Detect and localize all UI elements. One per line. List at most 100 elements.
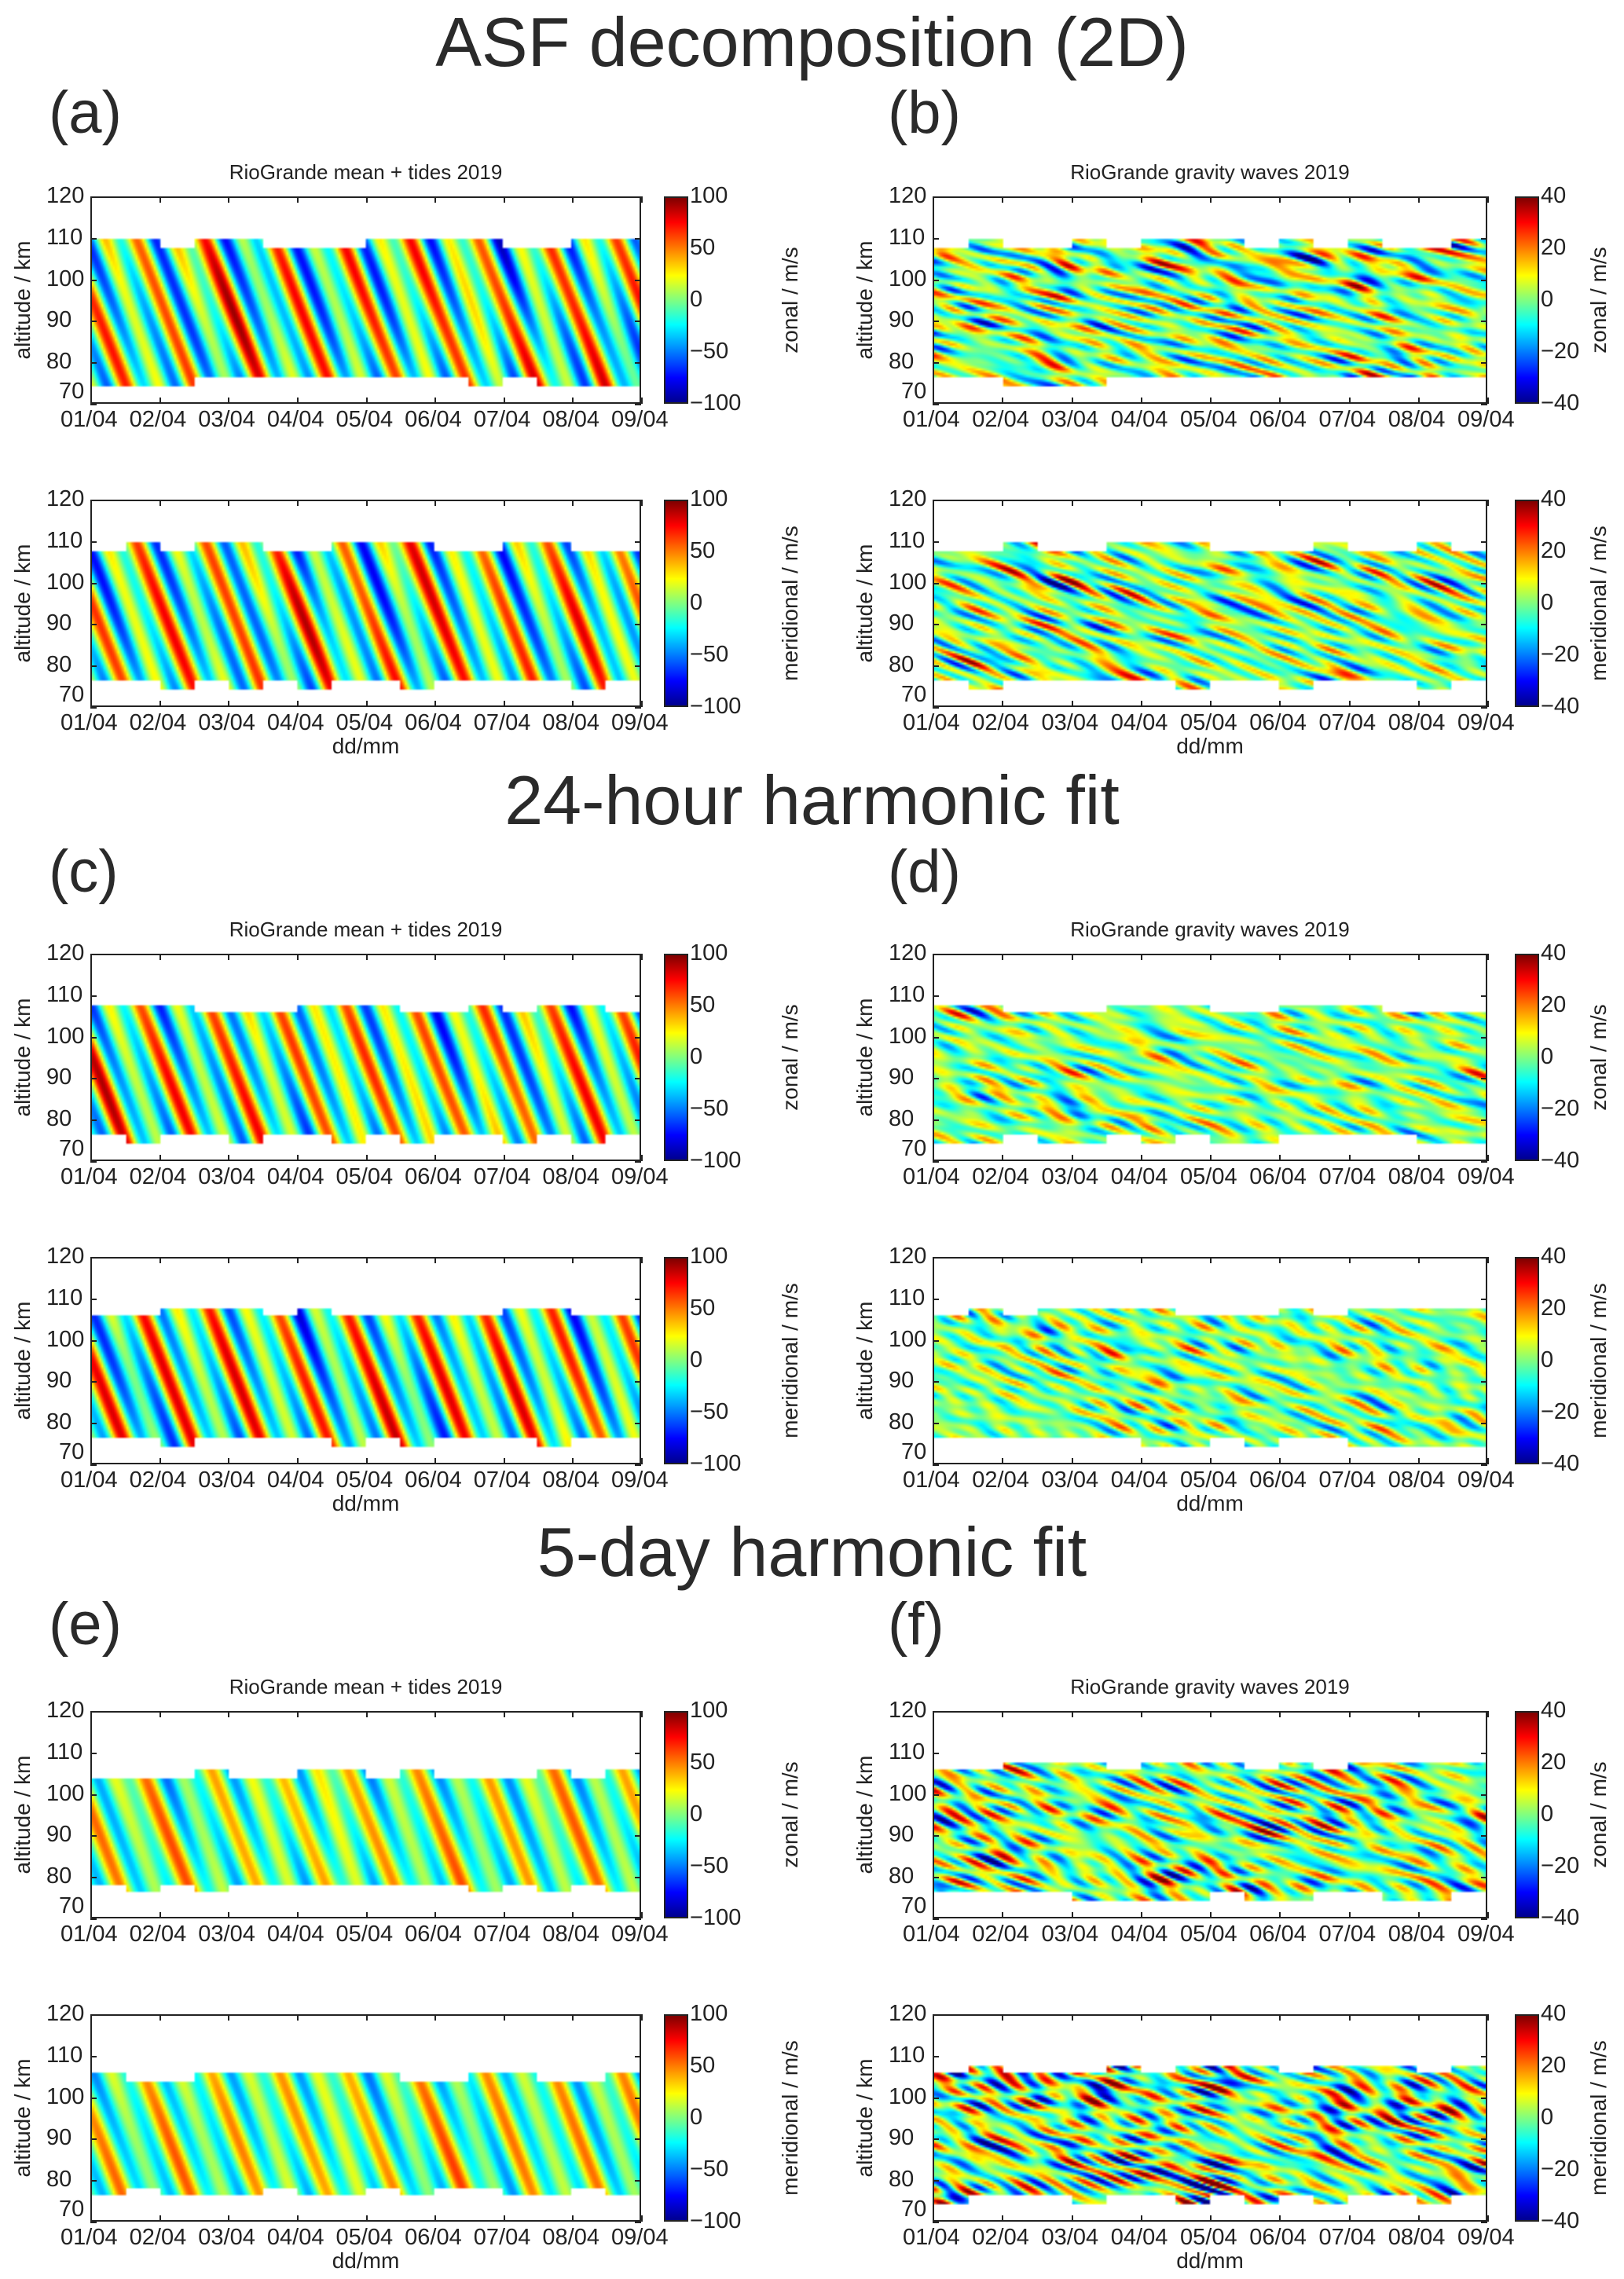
y-tick-label: 110 [889,527,926,553]
y-tick-label: 70 [901,2197,927,2222]
y-axis-label: altitude / km [852,1755,877,1874]
x-tick-mark [933,500,934,506]
panel-label: (c) [49,838,119,905]
x-tick-mark [159,1257,161,1263]
y-tick-mark [635,1257,641,1259]
x-tick-mark [159,954,161,960]
y-tick-label: 120 [889,1244,927,1269]
y-tick-mark [635,707,641,709]
y-tick-mark [90,1752,97,1754]
y-tick-mark [933,1078,939,1080]
x-tick-mark [503,1912,505,1918]
x-tick-mark [933,2014,934,2021]
x-tick-mark [90,196,92,203]
y-tick-label: 120 [889,2001,927,2026]
y-axis-label: altitude / km [852,2058,877,2178]
x-tick-label: 06/04 [1249,1922,1307,1947]
x-tick-mark [1417,500,1420,506]
y-tick-mark [1481,2180,1487,2182]
y-tick-label: 110 [46,981,83,1007]
y-tick-mark [635,1036,641,1039]
colorbar-tick-label: −100 [690,694,742,719]
x-tick-label: 04/04 [266,1922,324,1947]
x-tick-mark [933,1711,934,1717]
x-tick-mark [933,2215,934,2222]
y-tick-label: 120 [46,183,85,208]
colorbar-tick-label: −40 [1541,390,1580,416]
x-tick-mark [503,1711,505,1717]
y-tick-mark [933,1423,939,1425]
x-tick-label: 07/04 [1318,1164,1377,1189]
y-tick-label: 100 [889,569,927,595]
x-tick-mark [641,1711,643,1717]
x-tick-mark [296,1711,299,1717]
y-tick-mark [1481,1298,1487,1300]
colorbar-label: zonal / m/s [778,1004,802,1111]
colorbar-tick-label: 100 [690,183,728,208]
y-tick-mark [90,582,97,584]
x-tick-mark [1071,2215,1073,2222]
x-tick-label: 08/04 [542,710,599,735]
plot-area [90,1257,641,1464]
x-tick-mark [90,2014,92,2021]
x-tick-label: 07/04 [1318,2225,1377,2250]
x-tick-mark [933,398,934,404]
y-tick-mark [635,362,641,365]
x-tick-label: 09/04 [1457,1467,1515,1493]
x-tick-mark [90,701,92,707]
x-tick-mark [641,2014,643,2021]
y-tick-mark [933,2055,939,2057]
colorbar-tick-label: 50 [690,2053,716,2078]
x-tick-label: 05/04 [335,2225,394,2250]
x-tick-label: 02/04 [129,407,187,432]
y-tick-mark [90,2055,97,2057]
y-tick-mark [933,362,939,365]
x-tick-label: 02/04 [972,1467,1029,1493]
colorbar [1515,954,1539,1161]
colorbar-tick-label: 20 [1541,538,1567,563]
colorbar-tick-label: 0 [690,1347,703,1372]
plot-area [90,2014,641,2222]
colorbar-tick-label: 20 [1541,1295,1567,1321]
colorbar-tick-label: 20 [1541,2053,1567,2078]
x-axis-label: dd/mm [1176,1491,1244,1515]
x-tick-label: 07/04 [473,2225,531,2250]
y-tick-mark [90,1036,97,1039]
y-tick-label: 110 [889,224,926,250]
colorbar-tick-label: 20 [1541,1750,1567,1775]
y-tick-mark [635,1711,641,1713]
y-tick-mark [1481,2097,1487,2099]
y-tick-mark [90,1339,97,1342]
x-tick-mark [365,196,368,203]
x-tick-label: 04/04 [266,2225,324,2250]
y-tick-mark [635,1423,641,1425]
colorbar-tick-label: 100 [690,1698,728,1723]
x-tick-mark [1140,701,1142,707]
colorbar [1515,1257,1539,1464]
plot-area [933,1257,1487,1464]
x-tick-mark [365,2215,368,2222]
y-tick-mark [933,1257,939,1259]
x-tick-mark [228,1257,230,1263]
colorbar-tick-label: −40 [1541,694,1580,719]
colorbar [664,500,688,707]
y-tick-mark [90,1711,97,1713]
x-tick-mark [641,2215,643,2222]
y-tick-mark [90,1161,97,1163]
y-tick-mark [1481,1257,1487,1259]
x-tick-label: 04/04 [1110,1922,1168,1947]
colorbar-tick-label: −20 [1541,1853,1580,1878]
x-tick-mark [1071,1711,1073,1717]
y-axis-label: altitude / km [10,1755,35,1874]
x-tick-label: 05/04 [1180,1164,1237,1189]
colorbar-tick-label: 50 [690,538,716,563]
x-tick-mark [228,1711,230,1717]
colorbar-tick-label: −50 [690,2156,729,2182]
y-tick-label: 70 [59,1136,85,1161]
colorbar-tick-label: −50 [690,1399,729,1424]
y-tick-label: 120 [46,1698,85,1723]
x-tick-label: 02/04 [972,710,1029,735]
y-tick-mark [1481,1119,1487,1122]
x-tick-mark [159,2215,161,2222]
x-tick-mark [641,1155,643,1161]
